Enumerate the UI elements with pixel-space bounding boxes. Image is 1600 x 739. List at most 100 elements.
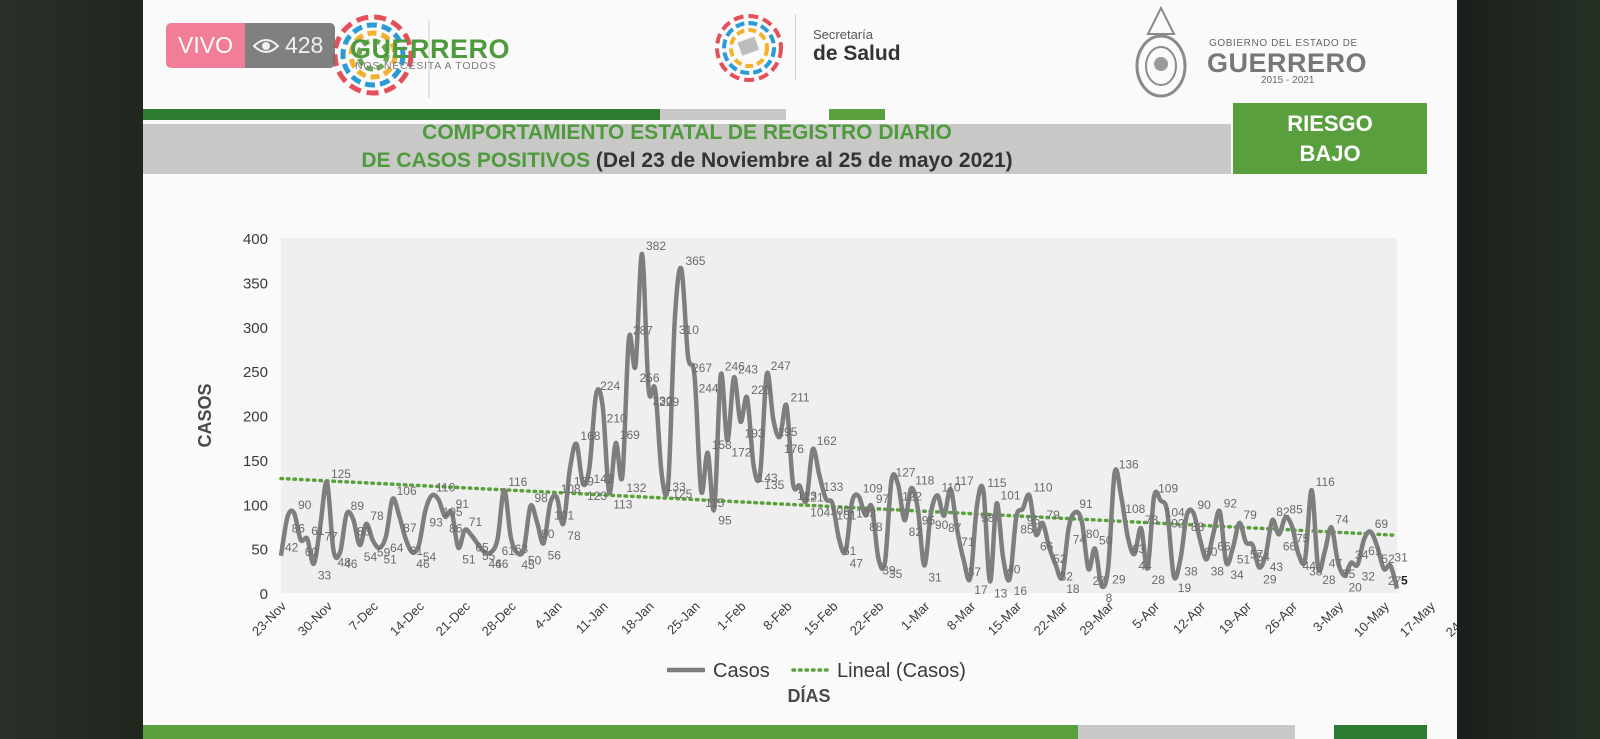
data-label: 230	[653, 394, 673, 408]
data-label: 35	[889, 567, 903, 581]
data-label: 110	[941, 480, 960, 494]
data-label: 104	[810, 506, 830, 520]
data-label: 169	[620, 428, 640, 442]
data-label: 79	[1047, 508, 1061, 522]
data-label: 13	[994, 586, 1008, 600]
data-label: 32	[1060, 570, 1074, 584]
data-label: 91	[456, 497, 470, 511]
data-label: 61	[843, 544, 857, 558]
x-tick-label: 25-Jan	[664, 599, 703, 638]
footer-bar-green	[143, 725, 1078, 739]
data-label: 31	[928, 570, 942, 584]
data-label: 29	[1112, 572, 1126, 586]
data-label: 56	[548, 548, 562, 562]
data-label: 82	[1276, 505, 1290, 519]
data-label: 71	[961, 535, 975, 549]
slide-title-dates: (Del 23 de Noviembre al 25 de mayo 2021)	[590, 149, 1013, 172]
data-label: 66	[1283, 539, 1297, 553]
risk-line2: BAJO	[1299, 140, 1361, 166]
data-label: 101	[554, 508, 574, 522]
x-tick-label: 17-May	[1397, 598, 1439, 640]
data-label: 246	[725, 360, 745, 374]
data-label: 136	[1119, 457, 1139, 471]
data-label: 45	[521, 558, 535, 572]
live-label: VIVO	[166, 23, 245, 68]
x-tick-label: 15-Mar	[985, 598, 1025, 638]
x-tick-label: 26-Apr	[1262, 598, 1301, 637]
x-tick-label: 5-Apr	[1129, 598, 1163, 632]
data-label: 37	[968, 565, 982, 579]
data-label: 57	[1250, 547, 1264, 561]
data-label: 38	[1211, 564, 1225, 578]
data-label: 101	[1001, 488, 1021, 502]
data-label: 60	[1204, 545, 1218, 559]
data-label: 113	[613, 498, 632, 512]
x-tick-label: 1-Feb	[714, 599, 749, 634]
data-label: 46	[416, 557, 430, 571]
data-label: 93	[429, 515, 443, 529]
data-label: 31	[1394, 550, 1408, 564]
data-label: 247	[771, 359, 791, 373]
data-label: 78	[567, 529, 581, 543]
data-label: 54	[1257, 550, 1271, 564]
x-tick-label: 15-Feb	[801, 599, 841, 639]
data-label: 87	[403, 521, 417, 535]
data-label: 46	[489, 557, 503, 571]
data-label: 90	[935, 518, 949, 532]
data-label: 66	[1040, 539, 1054, 553]
data-label: 118	[915, 473, 934, 487]
data-label: 95	[1027, 514, 1041, 528]
data-label: 162	[817, 434, 837, 448]
data-label: 8	[1106, 591, 1113, 605]
data-label: 47	[1329, 556, 1343, 570]
x-tick-label: 19-Apr	[1216, 598, 1255, 637]
data-label: 110	[1033, 480, 1052, 494]
x-tick-label: 22-Feb	[847, 599, 887, 639]
data-label: 54	[423, 550, 437, 564]
data-label: 61	[410, 544, 424, 558]
gobierno-logo-years: 2015 - 2021	[1261, 75, 1315, 86]
y-tick-label: 100	[243, 497, 268, 514]
data-label: 193	[745, 427, 765, 441]
risk-level-badge: RIESGO BAJO	[1233, 103, 1427, 174]
data-label: 61	[502, 544, 516, 558]
data-label: 80	[541, 527, 555, 541]
data-label: 88	[869, 520, 883, 534]
data-label: 27	[1092, 574, 1106, 588]
data-label: 60	[305, 545, 319, 559]
data-label: 256	[639, 371, 659, 385]
data-label: 168	[580, 429, 600, 443]
data-label: 115	[705, 496, 724, 510]
data-label: 29	[1263, 572, 1277, 586]
data-label: 92	[1171, 516, 1185, 530]
data-label: 85	[1289, 503, 1303, 517]
data-label: 51	[1237, 553, 1251, 567]
data-label: 51	[462, 553, 476, 567]
data-label: 33	[318, 569, 332, 583]
data-label: 27	[1388, 574, 1402, 588]
data-label: 86	[449, 522, 463, 536]
data-label: 28	[1152, 573, 1166, 587]
data-label: 105	[443, 505, 463, 519]
footer-bar-dark-green	[1334, 725, 1427, 739]
data-label: 90	[1197, 498, 1211, 512]
x-tick-label: 14-Dec	[387, 598, 428, 639]
gobierno-logo-line1: GOBIERNO DEL ESTADO DE	[1209, 38, 1358, 49]
data-label: 34	[1355, 548, 1369, 562]
data-label: 75	[1296, 531, 1310, 545]
data-label: 115	[987, 476, 1006, 490]
data-label: 39	[882, 563, 896, 577]
data-label: 46	[495, 557, 509, 571]
data-label: 122	[902, 490, 922, 504]
data-label: 61	[311, 524, 325, 538]
data-label: 172	[731, 445, 751, 459]
data-label: 195	[777, 425, 797, 439]
data-label: 52	[1381, 552, 1395, 566]
data-label: 16	[1014, 584, 1028, 598]
data-label: 123	[797, 489, 817, 503]
data-label: 85	[1020, 523, 1034, 537]
data-label: 287	[633, 323, 653, 337]
data-label: 109	[863, 481, 883, 495]
data-label: 50	[1099, 534, 1113, 548]
data-label: 64	[390, 541, 404, 555]
